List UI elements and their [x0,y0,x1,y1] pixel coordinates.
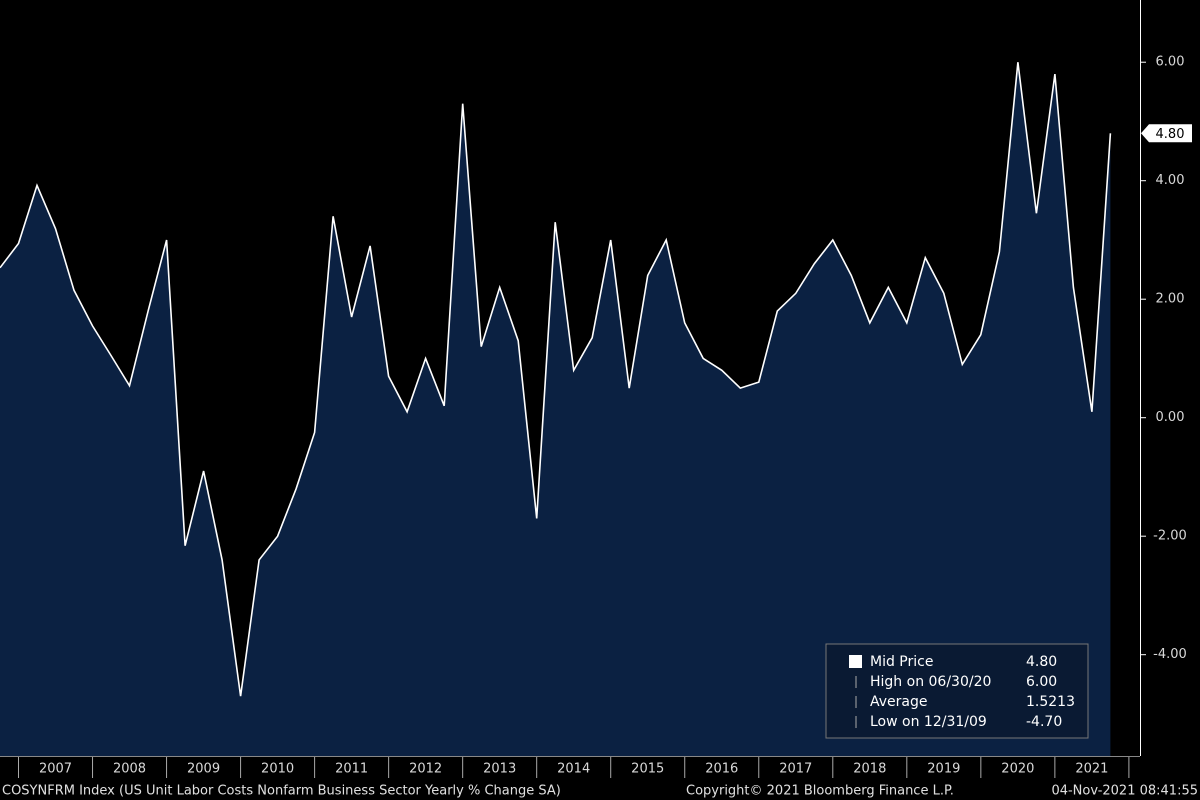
y-tick-label: 0.00 [1156,410,1185,425]
legend-value: 6.00 [1026,674,1057,690]
x-tick-label: 2017 [779,762,812,777]
last-value-label: 4.80 [1156,127,1185,142]
legend-label: High on 06/30/20 [870,674,991,690]
x-tick-label: 2021 [1075,762,1108,777]
x-tick-label: 2008 [113,762,146,777]
legend-value: -4.70 [1026,714,1062,730]
x-tick-label: 2012 [409,762,442,777]
plot-area [0,62,1112,756]
y-tick-label: 2.00 [1156,292,1185,307]
x-tick-label: 2018 [853,762,886,777]
legend-box [825,643,1089,739]
legend-label: Mid Price [870,654,933,670]
last-value-flag [1141,124,1192,143]
footer-title: COSYNFRM Index (US Unit Labor Costs Nonf… [2,784,561,799]
y-tick-label: -2.00 [1153,529,1187,544]
legend-value: 1.5213 [1026,694,1075,710]
x-tick-label: 2019 [927,762,960,777]
y-tick-label: -4.00 [1153,647,1187,662]
timestamp: 04-Nov-2021 08:41:55 [1051,784,1198,799]
x-tick-label: 2007 [39,762,72,777]
y-tick-label: 4.00 [1156,173,1185,188]
area [0,62,1111,756]
x-tick-label: 2013 [483,762,516,777]
copyright: Copyright© 2021 Bloomberg Finance L.P. [686,784,954,799]
x-tick-label: 2016 [705,762,738,777]
legend-label: Low on 12/31/09 [870,714,987,730]
legend-label: Average [870,694,928,710]
x-tick-label: 2010 [261,762,294,777]
legend-value: 4.80 [1026,654,1057,670]
x-tick-label: 2011 [335,762,368,777]
x-tick-label: 2015 [631,762,664,777]
line [0,62,1112,697]
x-tick-label: 2009 [187,762,220,777]
y-tick-label: 6.00 [1156,55,1185,70]
x-tick-label: 2020 [1001,762,1034,777]
legend-swatch [849,655,862,668]
x-tick-label: 2014 [557,762,590,777]
